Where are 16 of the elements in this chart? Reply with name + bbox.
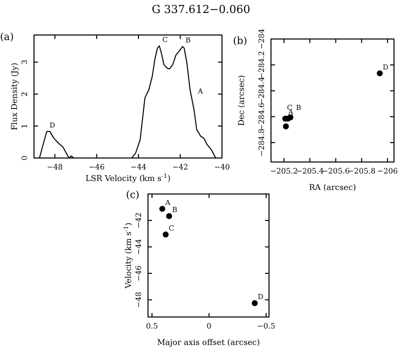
chart-title: G 337.612−0.060 <box>152 3 250 16</box>
y-axis-title: Flux Density (Jy) <box>10 62 19 130</box>
text: (a) <box>0 32 14 43</box>
y-axis-title: Dec (arcsec) <box>237 75 246 126</box>
text: (b) <box>233 36 248 47</box>
text: (c) <box>126 190 140 201</box>
point <box>162 231 169 238</box>
point <box>252 300 258 306</box>
point <box>282 123 289 130</box>
x-axis-title: RA (arcsec) <box>309 183 356 192</box>
point <box>376 70 383 76</box>
x-axis-title: Major axis offset (arcsec) <box>157 338 260 347</box>
x-axis-title: LSR Velocity (km s$^{-1}$) <box>85 172 171 183</box>
point <box>159 206 166 212</box>
point <box>166 213 172 220</box>
point <box>287 114 294 120</box>
